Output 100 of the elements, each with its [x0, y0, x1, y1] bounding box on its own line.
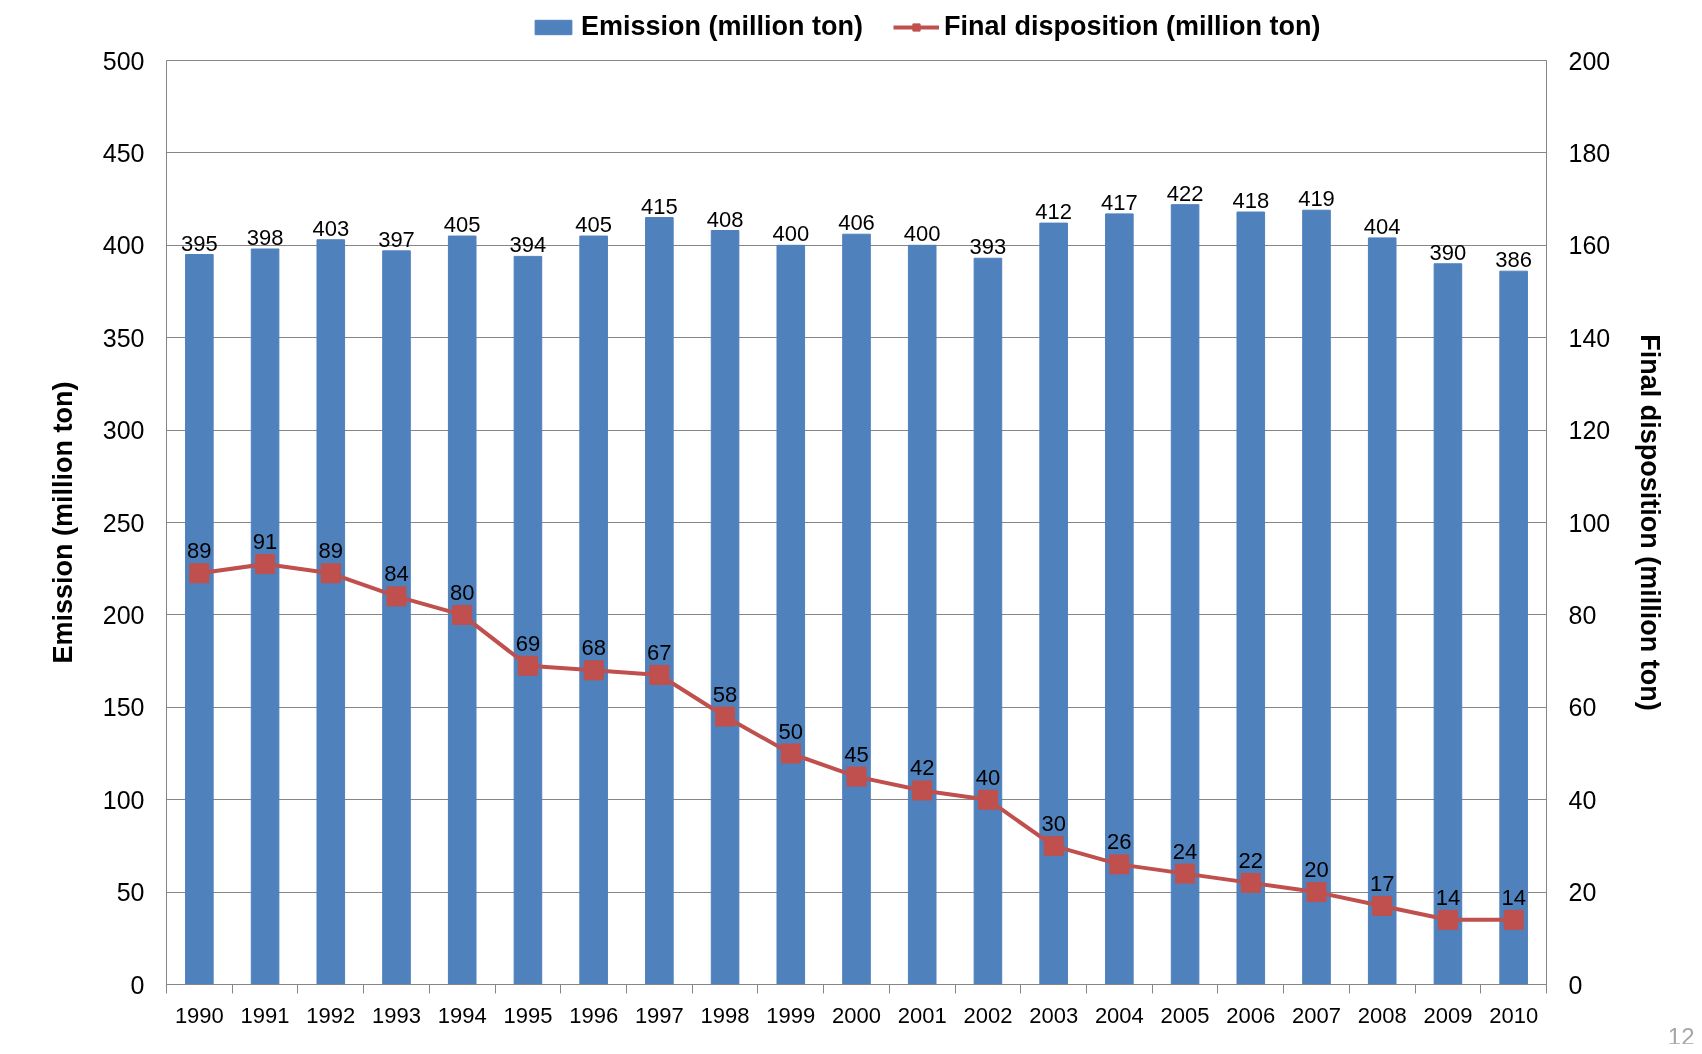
- data-label: 422: [1166, 180, 1204, 206]
- bar: [447, 235, 477, 985]
- data-label: 419: [1298, 186, 1335, 212]
- x-tick-label: 2000: [832, 1002, 881, 1028]
- x-tick-label: 2003: [1029, 1002, 1079, 1028]
- x-tick-label: 1999: [766, 1002, 816, 1028]
- data-label: 398: [246, 225, 284, 250]
- point: [1306, 882, 1327, 903]
- x-tick-label: 2010: [1489, 1002, 1539, 1028]
- data-label: 406: [838, 210, 875, 236]
- point: [715, 706, 736, 727]
- data-label: 67: [647, 639, 672, 665]
- data-label: 84: [384, 561, 409, 587]
- y2-tick-label: 160: [1568, 231, 1611, 260]
- point: [320, 563, 341, 584]
- x-tick-label: 1998: [700, 1002, 750, 1028]
- bar: [1367, 237, 1397, 985]
- bar: [1170, 204, 1200, 985]
- x-tick-label: 2001: [897, 1002, 947, 1028]
- point: [386, 586, 407, 607]
- x-tick-label: 1994: [437, 1002, 487, 1028]
- point: [189, 563, 210, 584]
- text: 12: [1667, 1022, 1695, 1050]
- bar: [185, 254, 214, 985]
- data-label: 417: [1101, 189, 1138, 215]
- x-tick-label: 1995: [503, 1002, 553, 1028]
- point: [1503, 909, 1524, 930]
- y-tick-label: 450: [102, 138, 145, 167]
- x-tick-label: 2002: [963, 1002, 1013, 1028]
- data-label: 408: [706, 206, 744, 232]
- y-tick-label: 300: [102, 416, 145, 445]
- x-tick-label: 2007: [1292, 1002, 1341, 1028]
- y-axis-title: Emission (million ton): [47, 381, 78, 664]
- point: [780, 743, 801, 764]
- bar: [382, 250, 411, 985]
- point: [1240, 872, 1261, 893]
- bar: [513, 255, 543, 985]
- y2-tick-label: 60: [1568, 693, 1597, 722]
- data-label: 14: [1501, 884, 1526, 910]
- data-label: 404: [1363, 213, 1401, 239]
- bar: [1105, 213, 1134, 985]
- x-tick-label: 1996: [569, 1002, 619, 1028]
- bar: [579, 235, 608, 985]
- x-tick-label: 1993: [372, 1002, 421, 1028]
- point: [1437, 909, 1458, 930]
- point: [1175, 863, 1196, 884]
- data-label: 58: [712, 681, 738, 707]
- data-label: 80: [449, 579, 475, 605]
- y2-tick-label: 40: [1568, 785, 1597, 814]
- data-label: 386: [1495, 247, 1533, 273]
- data-label: 69: [515, 630, 541, 656]
- bar: [842, 233, 871, 985]
- bar: [776, 244, 806, 985]
- y-tick-label: 250: [102, 508, 145, 537]
- data-label: 400: [903, 221, 941, 247]
- bar: [1236, 211, 1266, 985]
- y-tick-label: 100: [102, 785, 145, 814]
- x-tick-label: 2009: [1423, 1002, 1473, 1028]
- bar: [1039, 222, 1068, 985]
- bar: [907, 244, 937, 985]
- data-label: 412: [1035, 199, 1073, 225]
- data-label: 405: [575, 212, 613, 238]
- legend-label: Final disposition (million ton): [944, 11, 1321, 42]
- y2-tick-label: 120: [1568, 416, 1611, 445]
- point: [452, 604, 473, 625]
- bar: [1433, 263, 1463, 985]
- y-tick-label: 400: [102, 231, 145, 260]
- x-tick-label: 2005: [1160, 1002, 1210, 1028]
- data-label: 403: [312, 215, 350, 241]
- point: [977, 789, 998, 810]
- bar: [973, 257, 1003, 985]
- data-label: 24: [1172, 838, 1198, 864]
- y2-tick-label: 140: [1568, 323, 1611, 352]
- y2-tick-label: 100: [1568, 508, 1611, 537]
- y-tick-label: 350: [102, 323, 145, 352]
- data-label: 390: [1429, 239, 1467, 265]
- x-tick-label: 2006: [1226, 1002, 1276, 1028]
- data-label: 50: [778, 718, 804, 744]
- bar: [645, 217, 674, 985]
- data-label: 14: [1435, 884, 1461, 910]
- data-label: 89: [318, 538, 344, 564]
- data-label: 400: [772, 221, 810, 247]
- point: [1043, 835, 1064, 856]
- y2-tick-label: 0: [1568, 970, 1583, 999]
- y2-tick-label: 180: [1568, 138, 1611, 167]
- point: [912, 780, 933, 801]
- data-label: 68: [581, 635, 606, 661]
- legend-label: Emission (million ton): [581, 11, 863, 42]
- point: [583, 660, 604, 681]
- point: [846, 766, 867, 787]
- y-tick-label: 0: [130, 970, 145, 999]
- point: [1109, 854, 1130, 875]
- bar: [1499, 270, 1528, 985]
- bar: [316, 239, 346, 985]
- data-label: 30: [1041, 810, 1066, 836]
- point: [255, 554, 276, 575]
- data-label: 26: [1107, 829, 1132, 855]
- x-tick-label: 1997: [634, 1002, 684, 1028]
- data-label: 394: [509, 232, 547, 258]
- y2-axis-title: Final disposition (million ton): [1635, 334, 1666, 711]
